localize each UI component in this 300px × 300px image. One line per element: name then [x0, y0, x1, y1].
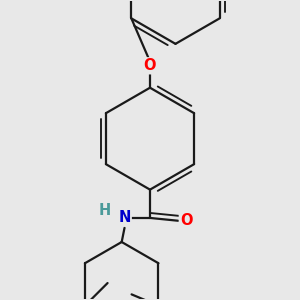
Text: H: H	[99, 203, 111, 218]
Text: N: N	[118, 210, 131, 225]
Text: O: O	[180, 213, 192, 228]
Text: O: O	[144, 58, 156, 73]
